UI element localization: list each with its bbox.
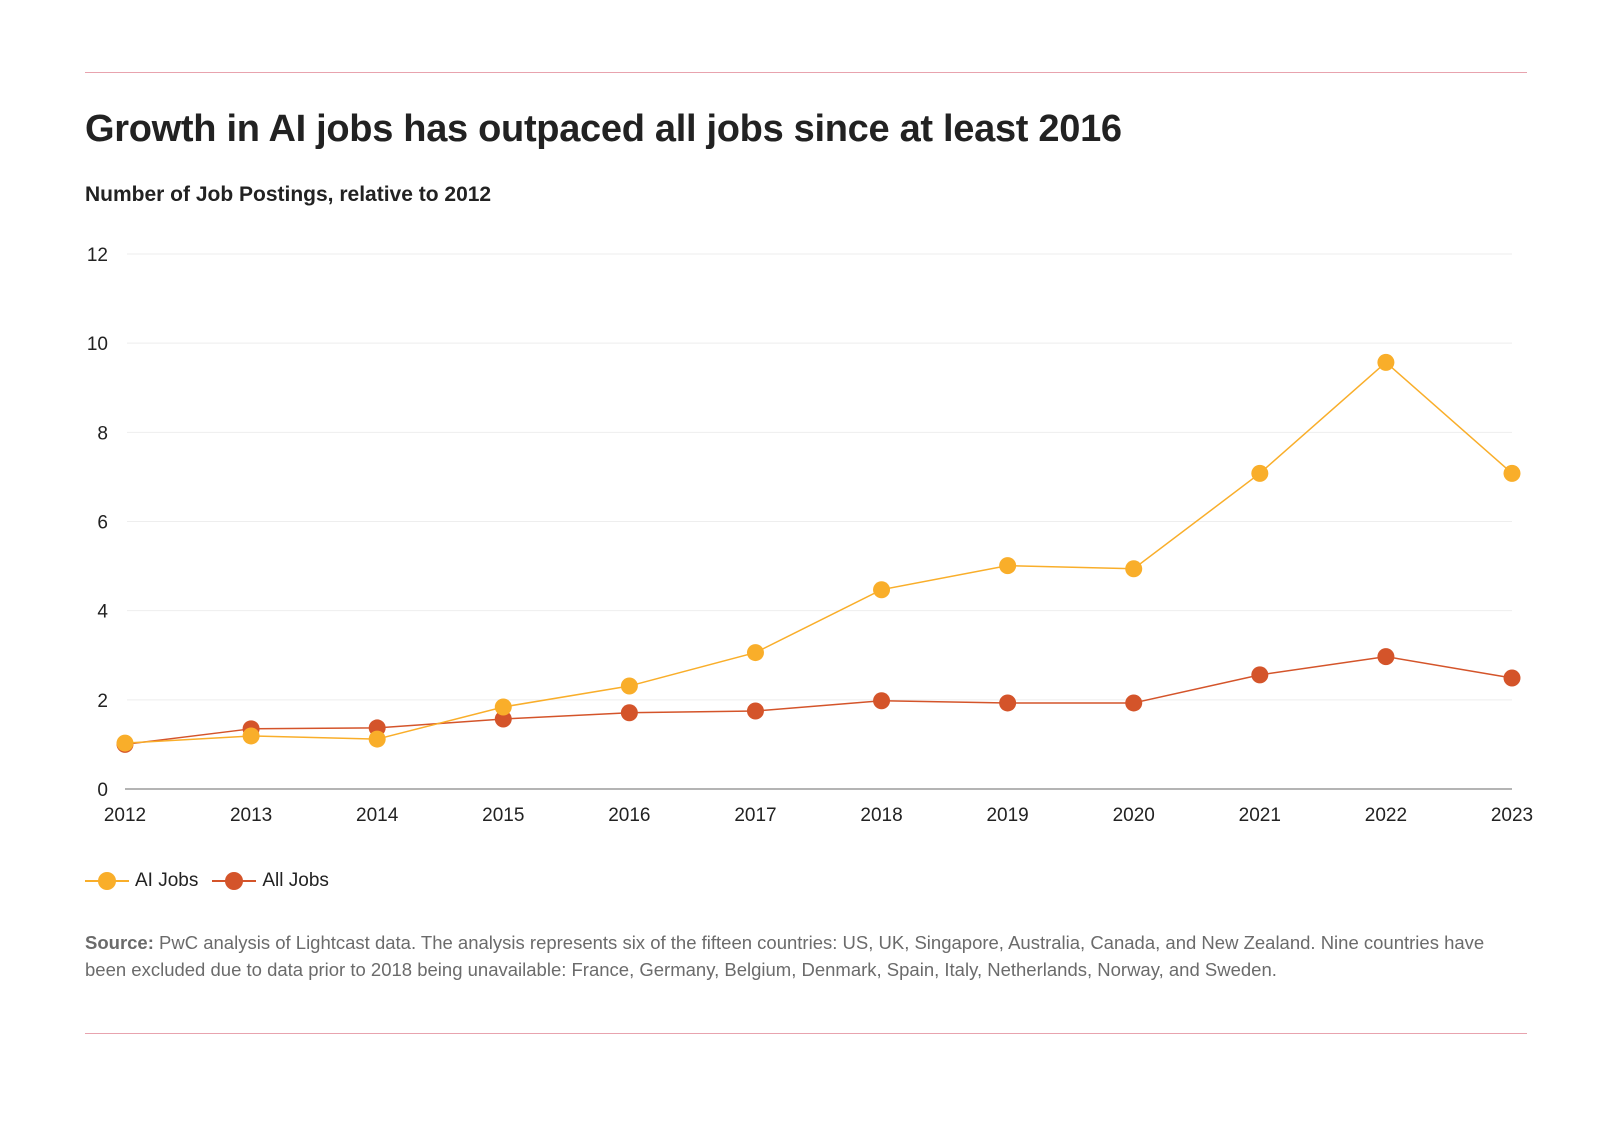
- data-point-ai-jobs[interactable]: [746, 644, 764, 662]
- data-point-ai-jobs[interactable]: [1251, 464, 1269, 482]
- data-point-ai-jobs[interactable]: [1503, 464, 1521, 482]
- data-point-ai-jobs[interactable]: [1125, 560, 1143, 578]
- chart-subtitle: Number of Job Postings, relative to 2012: [85, 183, 492, 206]
- y-tick-label: 2: [97, 691, 108, 712]
- source-text: PwC analysis of Lightcast data. The anal…: [85, 932, 1485, 980]
- data-point-ai-jobs[interactable]: [242, 727, 260, 745]
- y-axis-ticks: 0 2 4 6 8 10 12: [87, 245, 109, 801]
- y-tick-label: 4: [97, 602, 108, 623]
- y-tick-label: 10: [87, 334, 108, 355]
- y-tick-label: 12: [87, 245, 108, 266]
- legend-dot-icon: [98, 872, 116, 890]
- x-tick-label: 2016: [608, 805, 650, 826]
- data-point-ai-jobs[interactable]: [999, 557, 1017, 575]
- x-tick-label: 2023: [1491, 805, 1533, 826]
- bottom-divider: [85, 1033, 1527, 1034]
- legend-label: AI Jobs: [135, 870, 199, 891]
- data-point-all-jobs[interactable]: [873, 692, 891, 710]
- data-point-ai-jobs[interactable]: [620, 677, 638, 695]
- x-tick-label: 2012: [104, 805, 146, 826]
- x-axis-ticks: 2012 2013 2014 2015 2016 2017 2018 2019 2020 2021…: [104, 805, 1533, 826]
- y-tick-label: 8: [97, 423, 108, 444]
- series-line-ai-jobs: [124, 361, 1513, 744]
- x-tick-label: 2014: [356, 805, 399, 826]
- legend: AI Jobs All Jobs: [85, 870, 329, 892]
- data-point-all-jobs[interactable]: [1377, 648, 1395, 666]
- x-tick-label: 2019: [986, 805, 1028, 826]
- data-point-all-jobs[interactable]: [746, 702, 764, 720]
- data-point-ai-jobs[interactable]: [116, 734, 134, 752]
- data-point-all-jobs[interactable]: [1251, 666, 1269, 684]
- x-tick-label: 2022: [1365, 805, 1407, 826]
- legend-marker-icon: [85, 871, 129, 891]
- x-tick-label: 2018: [860, 805, 902, 826]
- data-point-ai-jobs[interactable]: [368, 730, 386, 748]
- gridlines: [127, 253, 1512, 701]
- x-tick-label: 2017: [734, 805, 776, 826]
- series-line-all-jobs: [124, 655, 1513, 746]
- y-tick-label: 6: [97, 513, 108, 534]
- legend-marker-icon: [212, 871, 257, 891]
- legend-label: All Jobs: [262, 870, 329, 891]
- top-divider: [85, 72, 1527, 73]
- series: [116, 353, 1521, 753]
- data-point-ai-jobs[interactable]: [494, 698, 512, 716]
- x-tick-label: 2013: [230, 805, 272, 826]
- series-ai-jobs: [116, 353, 1521, 752]
- source-note: Source: PwC analysis of Lightcast data. …: [85, 929, 1525, 983]
- data-point-all-jobs[interactable]: [1125, 694, 1143, 712]
- data-point-ai-jobs[interactable]: [873, 581, 891, 599]
- chart-title: Growth in AI jobs has outpaced all jobs …: [85, 108, 1122, 150]
- y-tick-label: 0: [97, 780, 108, 801]
- legend-dot-icon: [225, 872, 244, 890]
- data-point-all-jobs[interactable]: [620, 704, 638, 722]
- data-point-all-jobs[interactable]: [1503, 669, 1521, 687]
- source-label: Source:: [85, 932, 154, 953]
- data-point-ai-jobs[interactable]: [1377, 353, 1395, 371]
- x-tick-label: 2020: [1113, 805, 1155, 826]
- data-point-all-jobs[interactable]: [494, 710, 512, 728]
- legend-item-all-jobs[interactable]: All Jobs: [212, 870, 329, 892]
- x-tick-label: 2015: [482, 805, 524, 826]
- data-point-all-jobs[interactable]: [999, 694, 1017, 712]
- legend-item-ai-jobs[interactable]: AI Jobs: [85, 870, 198, 892]
- x-tick-label: 2021: [1239, 805, 1281, 826]
